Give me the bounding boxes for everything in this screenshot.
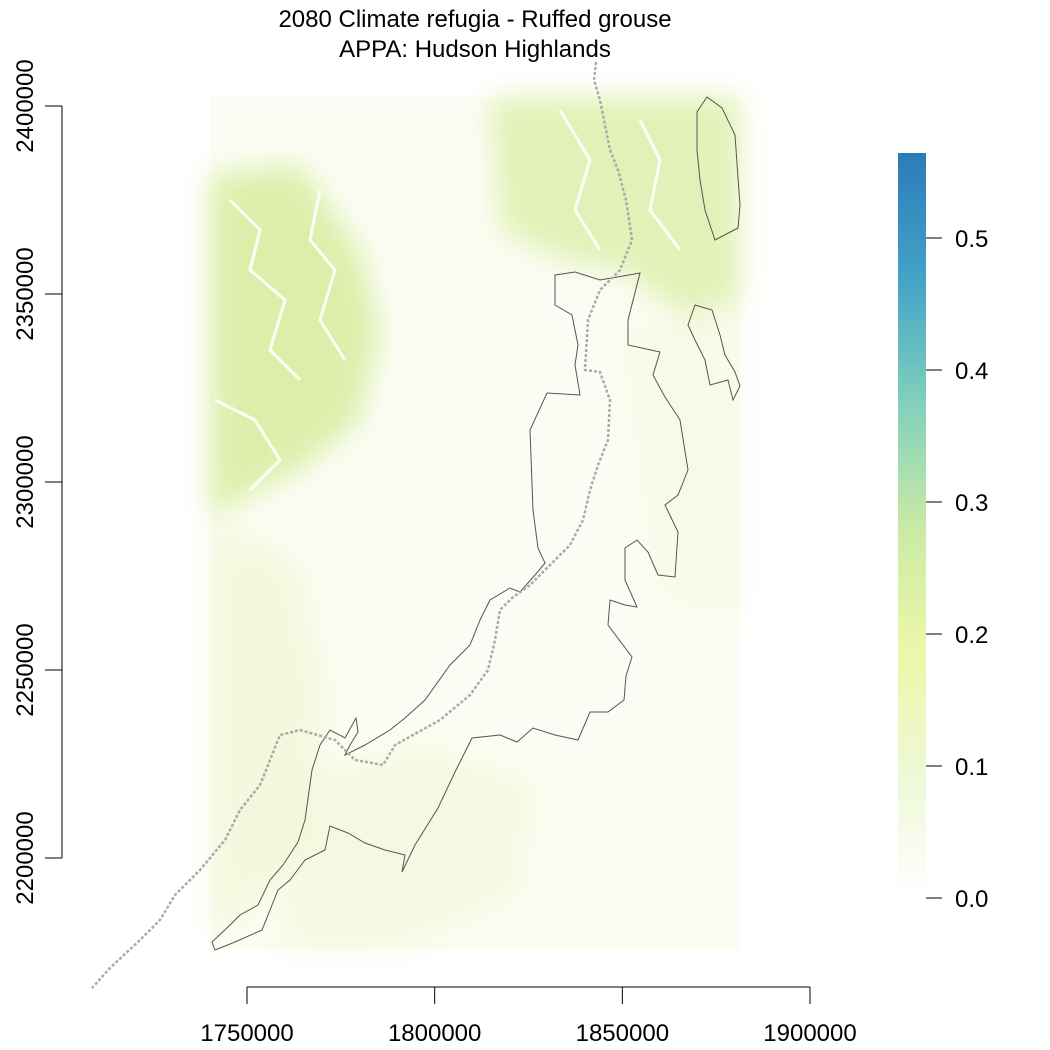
x-tick-label: 1750000 [200, 1020, 293, 1047]
y-tick-label: 2200000 [12, 811, 39, 904]
x-ticks: 1750000 1800000 1850000 1900000 [200, 987, 857, 1047]
legend-tick-label: 0.4 [955, 358, 988, 385]
color-legend: 0.0 0.1 0.2 0.3 0.4 0.5 [898, 153, 988, 913]
x-tick-label: 1800000 [388, 1020, 481, 1047]
x-tick-label: 1900000 [763, 1020, 856, 1047]
map-title: 2080 Climate refugia - Ruffed grouse [278, 6, 671, 33]
y-ticks: 2200000 2250000 2300000 2350000 2400000 [12, 59, 62, 905]
x-tick-label: 1850000 [576, 1020, 669, 1047]
appalachian-trail [91, 61, 634, 989]
boundary-east-island [687, 304, 741, 402]
y-tick-label: 2350000 [12, 247, 39, 340]
legend-tick-label: 0.3 [955, 490, 988, 517]
legend-ticks: 0.0 0.1 0.2 0.3 0.4 0.5 [926, 226, 988, 913]
appa-boundary [211, 96, 741, 951]
boundary-main [211, 271, 689, 951]
raster-high-northeast [490, 97, 740, 320]
raster-mid-south [280, 740, 540, 950]
legend-tick-label: 0.2 [955, 622, 988, 649]
x-axis: 1750000 1800000 1850000 1900000 [200, 986, 857, 1047]
legend-tick-label: 0.5 [955, 226, 988, 253]
y-axis: 2200000 2250000 2300000 2350000 2400000 [12, 59, 63, 905]
legend-tick-label: 0.1 [955, 754, 988, 781]
y-tick-label: 2400000 [12, 59, 39, 152]
raster-high-west [210, 165, 380, 520]
raster-mid-east [620, 300, 740, 620]
map-subtitle: APPA: Hudson Highlands [339, 36, 611, 63]
y-tick-label: 2300000 [12, 435, 39, 528]
boundary-north-island [696, 96, 741, 241]
raster-drainage-lines [214, 109, 682, 492]
y-tick-label: 2250000 [12, 623, 39, 716]
refugia-raster [210, 97, 740, 950]
legend-tick-label: 0.0 [955, 886, 988, 913]
legend-colorbar [898, 153, 926, 899]
